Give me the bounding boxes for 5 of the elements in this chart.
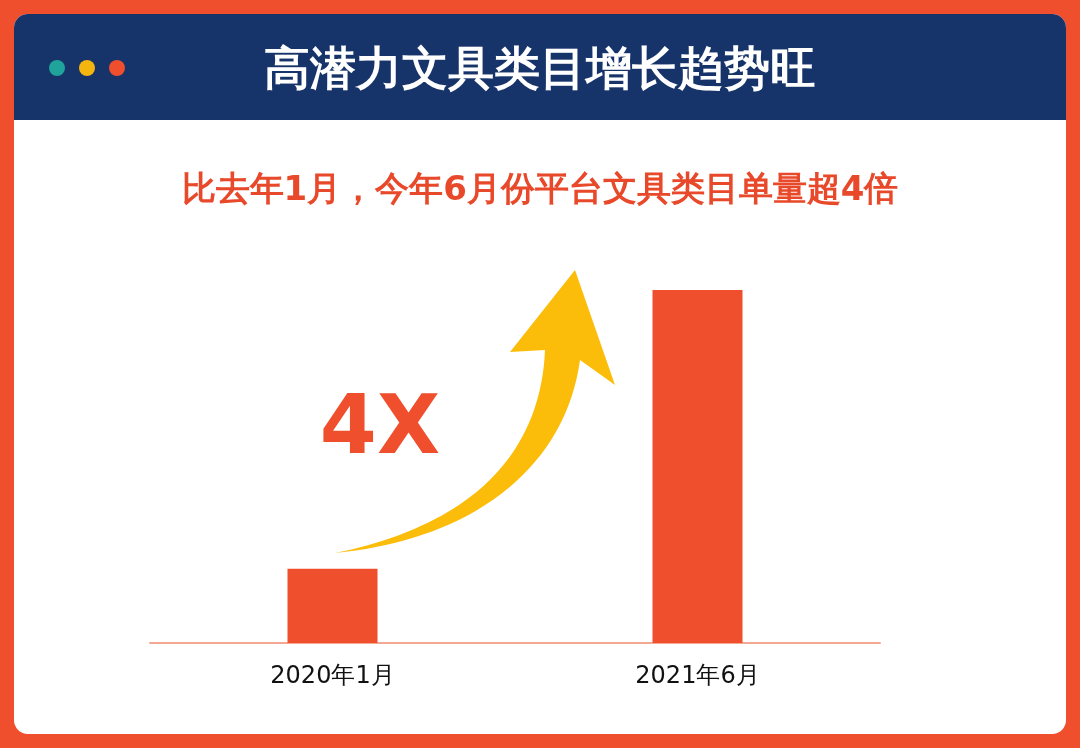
- x-tick-label: 2020年1月: [270, 661, 395, 689]
- chart-title: 高潜力文具类目增长趋势旺: [263, 40, 817, 97]
- chart-subtitle: 比去年1月，今年6月份平台文具类目单量超4倍: [180, 167, 900, 210]
- annotation: 4X: [318, 377, 442, 472]
- x-tick-label: 2021年6月: [635, 661, 760, 689]
